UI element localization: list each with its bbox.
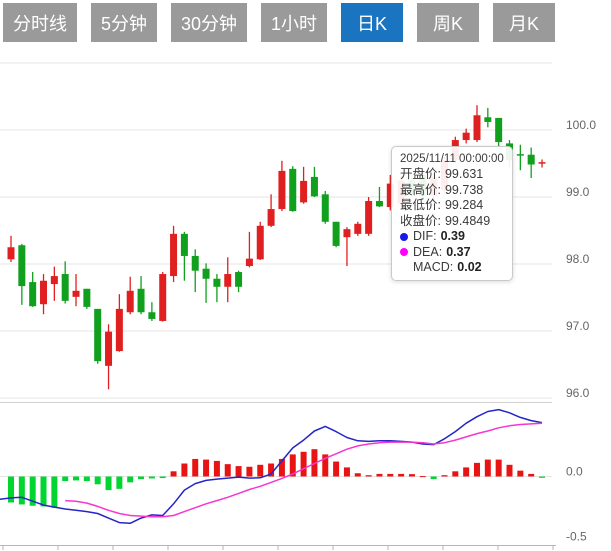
tooltip-dea-row: DEA: 0.37 bbox=[400, 245, 512, 261]
tooltip-dif-row: DIF: 0.39 bbox=[400, 229, 512, 245]
svg-text:0.0: 0.0 bbox=[566, 465, 583, 479]
tab-daily-k[interactable]: 日K bbox=[341, 3, 404, 42]
period-toolbar: 分时线 5分钟 30分钟 1小时 日K 周K 月K bbox=[0, 3, 611, 42]
dif-legend-dot-icon bbox=[400, 232, 408, 241]
svg-text:98.0: 98.0 bbox=[566, 252, 590, 266]
tab-monthly-k[interactable]: 月K bbox=[493, 3, 556, 42]
dea-legend-dot-icon bbox=[400, 248, 408, 257]
dea-value: 0.37 bbox=[446, 244, 471, 259]
svg-text:-0.5: -0.5 bbox=[566, 530, 587, 544]
high-value: 99.738 bbox=[444, 182, 484, 197]
macd-label: MACD: bbox=[413, 260, 454, 274]
low-label: 最低价: bbox=[400, 198, 441, 212]
close-value: 99.4849 bbox=[444, 213, 491, 228]
low-value: 99.284 bbox=[444, 198, 484, 212]
close-label: 收盘价: bbox=[400, 213, 441, 228]
dea-label: DEA: bbox=[413, 244, 443, 259]
open-value: 99.631 bbox=[444, 167, 484, 181]
svg-text:96.0: 96.0 bbox=[566, 386, 590, 400]
svg-text:97.0: 97.0 bbox=[566, 319, 590, 333]
svg-text:100.0: 100.0 bbox=[566, 118, 596, 132]
dif-label: DIF: bbox=[413, 229, 437, 243]
tooltip-macd-row: MACD: 0.02 bbox=[400, 260, 512, 276]
open-label: 开盘价: bbox=[400, 167, 441, 181]
macd-value: 0.02 bbox=[457, 260, 482, 274]
tooltip-high-row: 最高价: 99.738 bbox=[400, 183, 512, 199]
tab-weekly-k[interactable]: 周K bbox=[417, 3, 480, 42]
tab-timeline[interactable]: 分时线 bbox=[3, 3, 77, 42]
tooltip-date: 2025/11/11 00:00:00 bbox=[400, 153, 504, 165]
tab-5min[interactable]: 5分钟 bbox=[91, 3, 158, 42]
svg-text:99.0: 99.0 bbox=[566, 185, 590, 199]
ohlc-tooltip: 2025/11/11 00:00:00 开盘价: 99.631 最高价: 99.… bbox=[391, 146, 513, 281]
tooltip-close-row: 收盘价: 99.4849 bbox=[400, 214, 512, 230]
tab-1hour[interactable]: 1小时 bbox=[261, 3, 328, 42]
tooltip-low-row: 最低价: 99.284 bbox=[400, 198, 512, 214]
high-label: 最高价: bbox=[400, 182, 441, 197]
tab-30min[interactable]: 30分钟 bbox=[171, 3, 248, 42]
tooltip-open-row: 开盘价: 99.631 bbox=[400, 167, 512, 183]
dif-value: 0.39 bbox=[440, 229, 465, 243]
